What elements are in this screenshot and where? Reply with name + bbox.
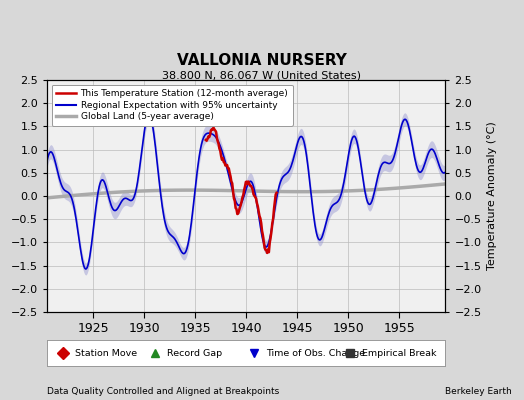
- Text: 38.800 N, 86.067 W (United States): 38.800 N, 86.067 W (United States): [162, 70, 362, 80]
- Text: Data Quality Controlled and Aligned at Breakpoints: Data Quality Controlled and Aligned at B…: [47, 387, 279, 396]
- Legend: This Temperature Station (12-month average), Regional Expectation with 95% uncer: This Temperature Station (12-month avera…: [52, 84, 293, 126]
- Text: Station Move: Station Move: [75, 348, 137, 358]
- Text: Time of Obs. Change: Time of Obs. Change: [266, 348, 365, 358]
- Text: Record Gap: Record Gap: [167, 348, 222, 358]
- Text: Berkeley Earth: Berkeley Earth: [445, 387, 512, 396]
- Y-axis label: Temperature Anomaly (°C): Temperature Anomaly (°C): [487, 122, 497, 270]
- Text: Empirical Break: Empirical Break: [362, 348, 436, 358]
- Text: VALLONIA NURSERY: VALLONIA NURSERY: [177, 53, 347, 68]
